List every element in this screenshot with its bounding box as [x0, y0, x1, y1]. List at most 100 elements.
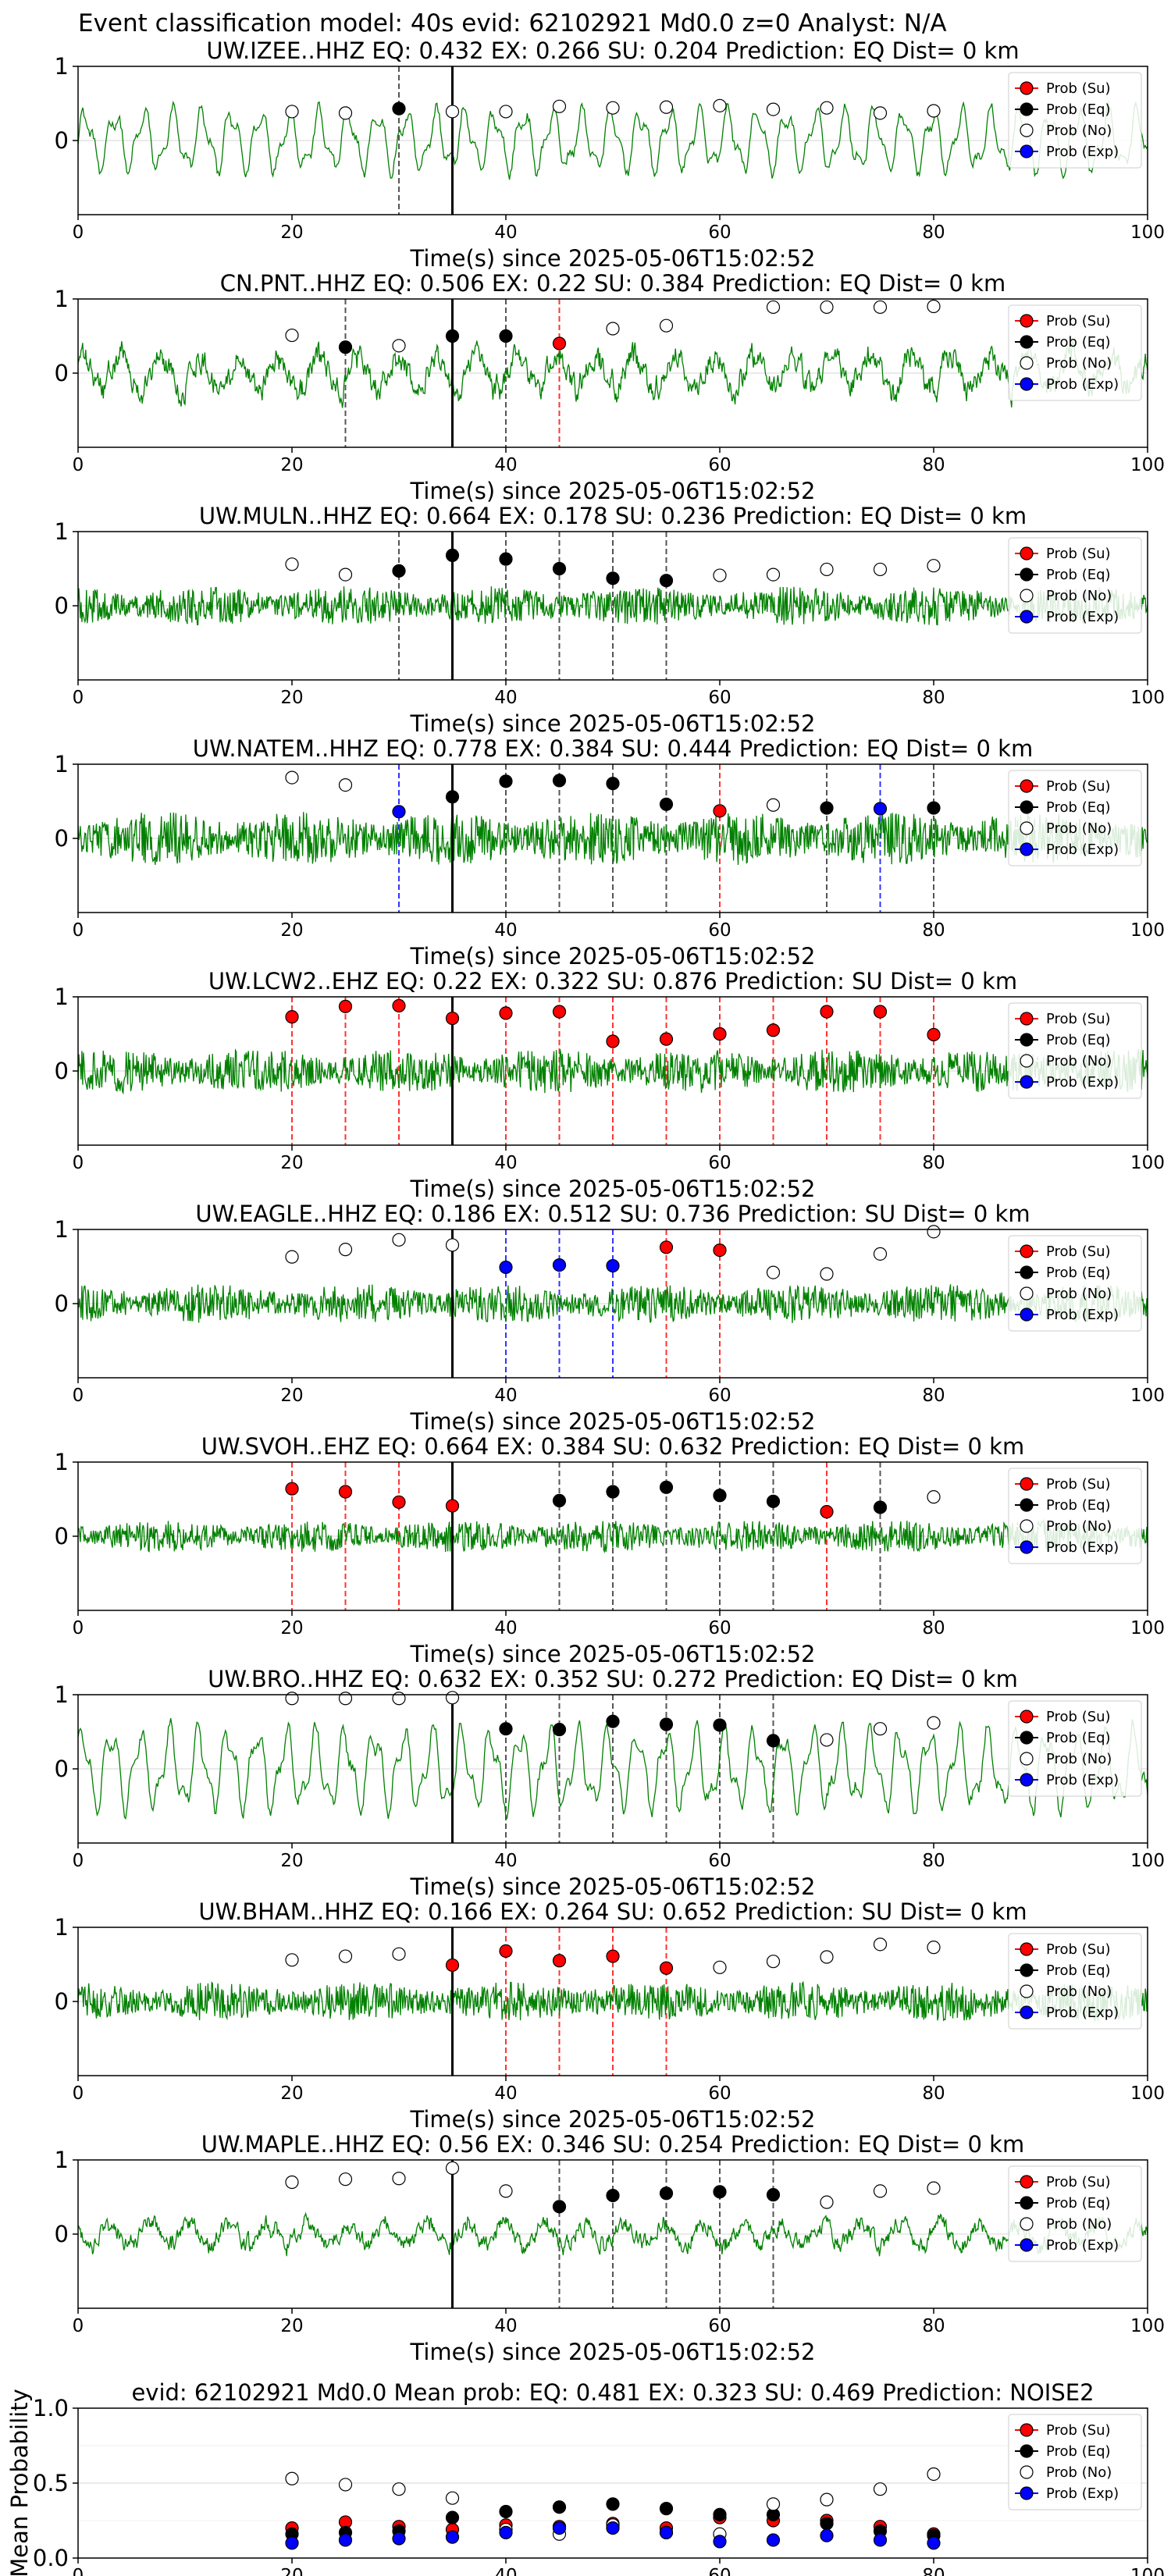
x-tick-label: 40 — [494, 688, 517, 708]
legend: Prob (Su) Prob (Eq) Prob (No) Prob (Exp) — [1008, 1468, 1142, 1564]
probability-marker-no — [499, 105, 513, 119]
panel-title: UW.SVOH..EHZ EQ: 0.664 EX: 0.384 SU: 0.6… — [201, 1433, 1024, 1460]
legend-marker — [1020, 2238, 1034, 2252]
y-tick-label: 1.0 — [33, 2395, 69, 2421]
legend-label: Prob (Exp) — [1046, 609, 1119, 625]
y-tick-label: 0 — [55, 1988, 69, 2015]
mean-probability-marker — [445, 2491, 460, 2505]
probability-marker-eq — [606, 1714, 620, 1728]
x-tick-label: 0 — [73, 2083, 84, 2104]
x-axis-label: Time(s) since 2025-05-06T15:02:52 — [410, 1641, 816, 1667]
probability-marker-no — [499, 2184, 513, 2198]
legend-label: Prob (Su) — [1046, 2422, 1111, 2439]
probability-marker-no — [820, 1733, 834, 1747]
legend-marker — [1020, 1033, 1034, 1047]
x-tick-label: 100 — [1130, 1851, 1165, 1871]
x-tick-label: 80 — [922, 1386, 945, 1406]
probability-marker-no — [820, 562, 834, 577]
mean-probability-marker — [499, 2525, 513, 2539]
x-tick-label: 40 — [494, 2566, 517, 2576]
x-tick-label: 0 — [73, 1153, 84, 1173]
x-tick-label: 100 — [1130, 2316, 1165, 2336]
probability-marker-no — [927, 1490, 941, 1504]
probability-marker-no — [392, 1947, 406, 1961]
y-tick-label: 0 — [55, 1756, 69, 1782]
probability-marker-eq — [392, 101, 406, 116]
y-tick-label: 0 — [55, 1523, 69, 1550]
probability-marker-no — [927, 1941, 941, 1955]
probability-marker-su — [445, 1958, 460, 1973]
probability-marker-eq — [606, 571, 620, 585]
legend-label: Prob (Exp) — [1046, 1307, 1119, 1323]
probability-marker-no — [766, 1955, 781, 1969]
legend-label: Prob (No) — [1046, 123, 1112, 139]
probability-marker-no — [285, 1953, 299, 1967]
x-axis-label: Time(s) since 2025-05-06T15:02:52 — [410, 1408, 816, 1435]
legend-box — [1008, 1468, 1142, 1564]
legend-box — [1008, 1235, 1142, 1332]
probability-marker-su — [606, 1949, 620, 1963]
mean-probability-marker — [713, 2535, 727, 2549]
legend-label: Prob (Su) — [1046, 1709, 1111, 1725]
probability-marker-eq — [659, 1717, 674, 1731]
legend-label: Prob (No) — [1046, 2216, 1112, 2233]
y-tick-label: 0.5 — [33, 2470, 69, 2496]
probability-marker-no — [392, 339, 406, 353]
legend: Prob (Su) Prob (Eq) Prob (No) Prob (Exp) — [1008, 1933, 1142, 2030]
x-tick-label: 0 — [73, 222, 84, 243]
probability-marker-eq — [445, 329, 460, 343]
probability-marker-no — [713, 568, 727, 582]
panel-title: UW.LCW2..EHZ EQ: 0.22 EX: 0.322 SU: 0.87… — [208, 968, 1017, 994]
legend-label: Prob (Exp) — [1046, 2005, 1119, 2021]
mean-probability-marker — [606, 2497, 620, 2511]
x-tick-label: 40 — [494, 2083, 517, 2104]
waveform-trace — [78, 586, 1148, 626]
legend: Prob (Su) Prob (Eq) Prob (No) Prob (Exp) — [1008, 770, 1142, 866]
legend-marker — [1020, 1963, 1034, 1977]
legend-label: Prob (Eq) — [1046, 799, 1111, 816]
x-tick-label: 100 — [1130, 920, 1165, 941]
legend-label: Prob (No) — [1046, 1053, 1112, 1069]
x-tick-label: 60 — [708, 1618, 731, 1638]
legend-box — [1008, 72, 1142, 169]
probability-marker-no — [820, 1267, 834, 1281]
probability-marker-no — [445, 1238, 460, 1252]
probability-marker-su — [713, 804, 727, 818]
probability-marker-no — [285, 328, 299, 343]
mean-probability-marker — [552, 2521, 567, 2535]
probability-marker-su — [552, 336, 567, 350]
legend-marker — [1020, 2175, 1034, 2189]
legend-marker — [1020, 2423, 1034, 2437]
chart-panel-2: 0 20 40 60 80 100 0 1 CN.PNT..HHZ EQ: 0.506 EX: … — [55, 270, 1165, 504]
probability-marker-su — [285, 1010, 299, 1024]
chart-panel-1: 0 20 40 60 80 100 0 1 UW.IZEE..HHZ EQ: 0.432 EX:… — [55, 37, 1165, 272]
legend-marker — [1020, 2465, 1034, 2479]
legend-marker — [1020, 1942, 1034, 1956]
waveform-trace — [78, 1980, 1148, 2023]
probability-marker-eq — [499, 329, 513, 343]
mean-probability-marker — [285, 2471, 299, 2485]
x-axis-label: Time(s) since 2025-05-06T15:02:52 — [410, 1176, 816, 1202]
probability-marker-no — [338, 1692, 353, 1706]
legend-marker — [1020, 314, 1034, 328]
probability-marker-eq — [606, 1485, 620, 1499]
y-tick-label: 0 — [55, 592, 69, 619]
probability-marker-su — [552, 1005, 567, 1019]
mean-probability-marker — [927, 2536, 941, 2550]
legend: Prob (Su) Prob (Eq) Prob (No) Prob (Exp) — [1008, 1002, 1142, 1099]
legend-marker — [1020, 589, 1034, 603]
y-tick-label: 0 — [55, 1058, 69, 1084]
legend-label: Prob (Exp) — [1046, 841, 1119, 858]
legend: Prob (Su) Prob (Eq) Prob (No) Prob (Exp) — [1008, 1700, 1142, 1797]
probability-marker-exp — [606, 1258, 620, 1273]
waveform-trace — [78, 339, 1148, 408]
legend-label: Prob (No) — [1046, 1984, 1112, 2000]
probability-marker-eq — [820, 801, 834, 815]
mean-probability-marker — [499, 2504, 513, 2519]
probability-marker-no — [552, 99, 567, 113]
probability-marker-eq — [713, 1718, 727, 1732]
x-tick-label: 20 — [280, 2316, 303, 2336]
probability-marker-no — [713, 98, 727, 112]
x-tick-label: 60 — [708, 455, 731, 475]
x-tick-label: 80 — [922, 222, 945, 243]
